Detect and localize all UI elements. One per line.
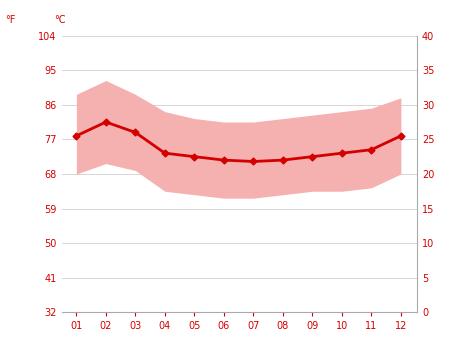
Text: °C: °C [55,15,66,25]
Text: °F: °F [5,15,15,25]
